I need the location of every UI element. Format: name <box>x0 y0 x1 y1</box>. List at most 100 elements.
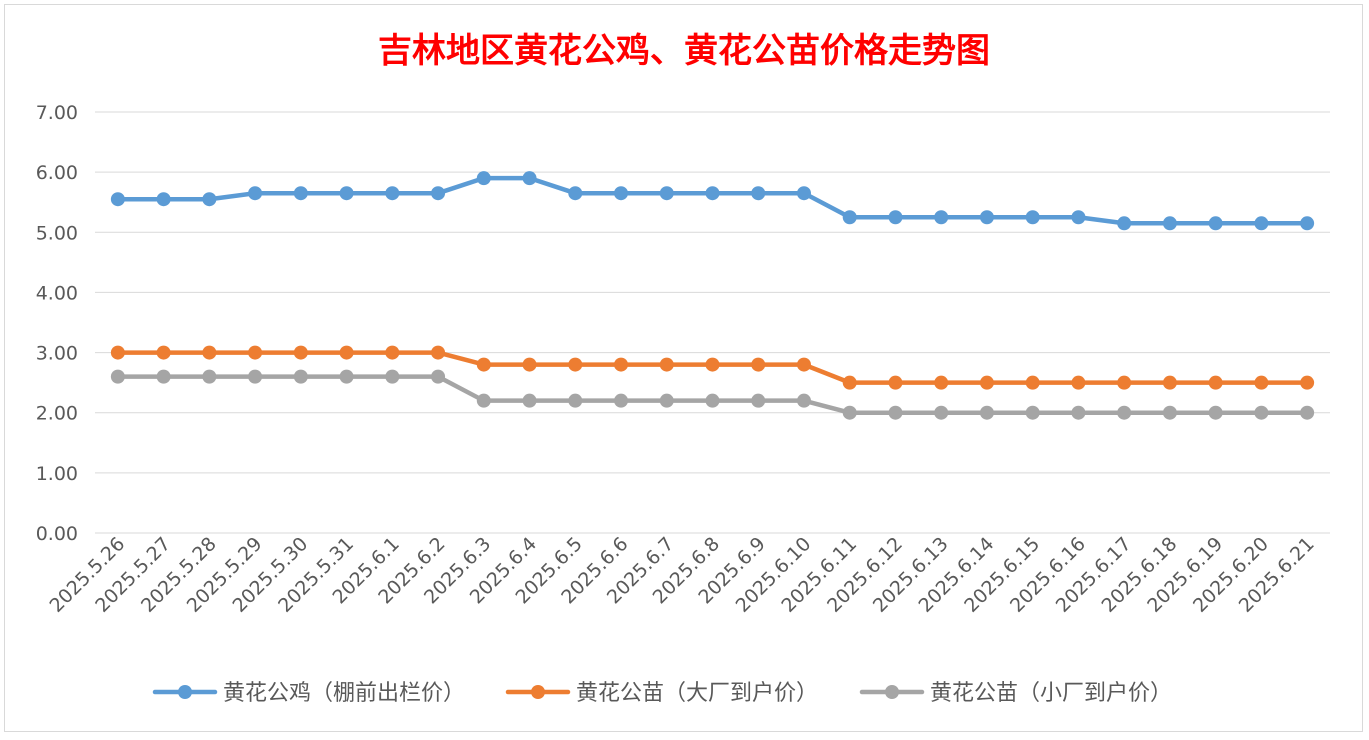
data-point[interactable] <box>202 345 217 360</box>
data-point[interactable] <box>1025 375 1040 390</box>
data-point[interactable] <box>1208 216 1223 231</box>
data-point[interactable] <box>431 345 446 360</box>
data-point[interactable] <box>431 186 446 201</box>
data-point[interactable] <box>156 369 171 384</box>
data-point[interactable] <box>248 186 263 201</box>
data-point[interactable] <box>979 375 994 390</box>
data-point[interactable] <box>1254 375 1269 390</box>
series-1[interactable] <box>110 171 1315 231</box>
data-point[interactable] <box>1208 405 1223 420</box>
data-point[interactable] <box>705 186 720 201</box>
data-point[interactable] <box>1117 375 1132 390</box>
data-point[interactable] <box>1162 375 1177 390</box>
data-point[interactable] <box>1254 405 1269 420</box>
data-point[interactable] <box>1117 216 1132 231</box>
data-point[interactable] <box>431 369 446 384</box>
y-tick-label: 3.00 <box>36 343 78 365</box>
data-point[interactable] <box>1208 375 1223 390</box>
data-point[interactable] <box>888 210 903 225</box>
data-point[interactable] <box>568 393 583 408</box>
data-point[interactable] <box>842 210 857 225</box>
data-point[interactable] <box>1071 210 1086 225</box>
data-point[interactable] <box>110 369 125 384</box>
data-point[interactable] <box>751 357 766 372</box>
data-point[interactable] <box>842 375 857 390</box>
data-point[interactable] <box>522 171 537 186</box>
data-point[interactable] <box>522 357 537 372</box>
data-point[interactable] <box>476 393 491 408</box>
data-point[interactable] <box>705 357 720 372</box>
data-point[interactable] <box>1117 405 1132 420</box>
data-point[interactable] <box>1162 216 1177 231</box>
legend-dot-marker <box>178 685 192 699</box>
legend-item[interactable]: 黄花公苗（小厂到户价） <box>859 681 1172 706</box>
data-point[interactable] <box>979 210 994 225</box>
legend-item[interactable]: 黄花公苗（大厂到户价） <box>505 681 818 706</box>
data-point[interactable] <box>934 210 949 225</box>
data-point[interactable] <box>293 369 308 384</box>
data-point[interactable] <box>1025 210 1040 225</box>
data-point[interactable] <box>476 171 491 186</box>
data-point[interactable] <box>659 357 674 372</box>
data-point[interactable] <box>568 357 583 372</box>
data-point[interactable] <box>842 405 857 420</box>
data-point[interactable] <box>1025 405 1040 420</box>
data-point[interactable] <box>1071 405 1086 420</box>
data-point[interactable] <box>796 393 811 408</box>
data-point[interactable] <box>934 375 949 390</box>
data-point[interactable] <box>796 186 811 201</box>
data-point[interactable] <box>476 357 491 372</box>
data-point[interactable] <box>385 345 400 360</box>
data-point[interactable] <box>659 393 674 408</box>
data-point[interactable] <box>156 345 171 360</box>
chart-title: 吉林地区黄花公鸡、黄花公苗价格走势图 <box>378 31 990 71</box>
data-point[interactable] <box>339 186 354 201</box>
data-point[interactable] <box>751 186 766 201</box>
y-axis-tick-labels: 0.00 1.00 2.00 3.00 4.00 5.00 6.00 7.00 <box>36 102 78 545</box>
data-point[interactable] <box>751 393 766 408</box>
series-2[interactable] <box>110 345 1315 390</box>
y-tick-label: 1.00 <box>36 463 78 485</box>
data-point[interactable] <box>614 393 629 408</box>
series-lines <box>110 171 1315 420</box>
data-point[interactable] <box>110 192 125 207</box>
legend[interactable]: 黄花公鸡（棚前出栏价） 黄花公苗（大厂到户价） 黄花公苗（小厂到户价） <box>152 681 1172 706</box>
data-point[interactable] <box>568 186 583 201</box>
data-point[interactable] <box>248 369 263 384</box>
gridlines <box>95 111 1330 534</box>
legend-label: 黄花公苗（大厂到户价） <box>576 681 818 706</box>
data-point[interactable] <box>705 393 720 408</box>
data-point[interactable] <box>248 345 263 360</box>
data-point[interactable] <box>385 369 400 384</box>
data-point[interactable] <box>659 186 674 201</box>
data-point[interactable] <box>1071 375 1086 390</box>
data-point[interactable] <box>888 405 903 420</box>
data-point[interactable] <box>1300 375 1315 390</box>
data-point[interactable] <box>202 192 217 207</box>
data-point[interactable] <box>1162 405 1177 420</box>
data-point[interactable] <box>614 357 629 372</box>
data-point[interactable] <box>1254 216 1269 231</box>
data-point[interactable] <box>1300 405 1315 420</box>
data-point[interactable] <box>385 186 400 201</box>
data-point[interactable] <box>110 345 125 360</box>
data-point[interactable] <box>1300 216 1315 231</box>
data-point[interactable] <box>202 369 217 384</box>
chart-area[interactable] <box>4 4 1363 732</box>
legend-item[interactable]: 黄花公鸡（棚前出栏价） <box>152 681 465 706</box>
data-point[interactable] <box>614 186 629 201</box>
data-point[interactable] <box>293 345 308 360</box>
data-point[interactable] <box>156 192 171 207</box>
series-3[interactable] <box>110 369 1315 420</box>
data-point[interactable] <box>934 405 949 420</box>
data-point[interactable] <box>796 357 811 372</box>
data-point[interactable] <box>339 369 354 384</box>
data-point[interactable] <box>979 405 994 420</box>
legend-dot-marker <box>885 685 899 699</box>
data-point[interactable] <box>522 393 537 408</box>
data-point[interactable] <box>293 186 308 201</box>
data-point[interactable] <box>888 375 903 390</box>
data-point[interactable] <box>339 345 354 360</box>
series-line[interactable] <box>115 175 1310 226</box>
